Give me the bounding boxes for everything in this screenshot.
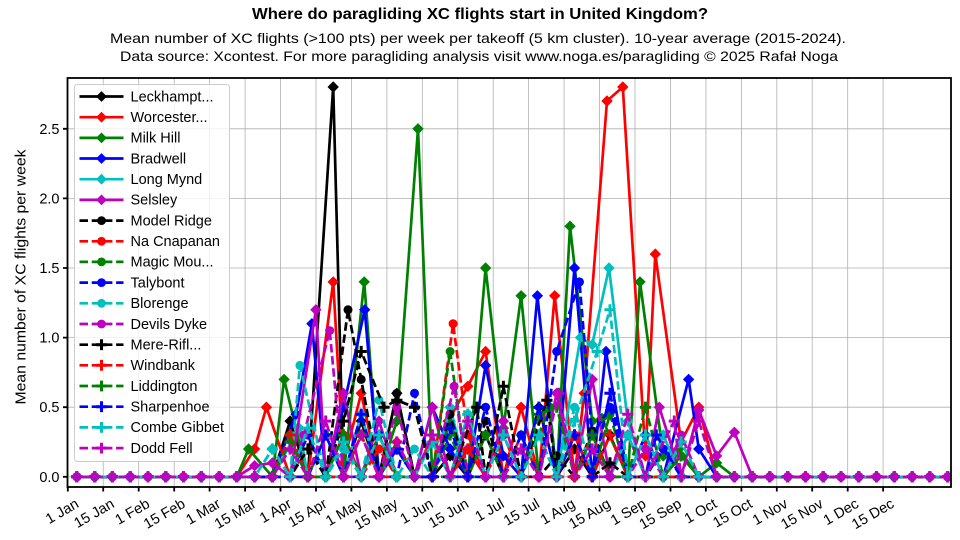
- svg-text:Long Mynd: Long Mynd: [131, 172, 203, 188]
- svg-text:Magic Mou...: Magic Mou...: [131, 255, 214, 271]
- svg-text:Combe Gibbet: Combe Gibbet: [131, 420, 225, 436]
- svg-text:Where do paragliding XC flight: Where do paragliding XC flights start in…: [252, 6, 708, 23]
- svg-text:Talybont: Talybont: [131, 275, 185, 291]
- svg-text:Dodd Fell: Dodd Fell: [131, 441, 193, 457]
- svg-text:0.5: 0.5: [39, 400, 59, 416]
- svg-text:Model Ridge: Model Ridge: [131, 213, 212, 229]
- svg-text:Na Cnapanan: Na Cnapanan: [131, 234, 221, 250]
- svg-text:Worcester...: Worcester...: [131, 110, 208, 126]
- svg-text:Bradwell: Bradwell: [131, 151, 187, 167]
- svg-text:1.5: 1.5: [39, 261, 59, 277]
- svg-text:Milk Hill: Milk Hill: [131, 131, 181, 147]
- svg-text:Leckhampt...: Leckhampt...: [131, 89, 214, 105]
- svg-text:Data source: Xcontest. For mor: Data source: Xcontest. For more paraglid…: [120, 48, 838, 64]
- svg-text:1.0: 1.0: [39, 331, 59, 347]
- svg-text:Devils Dyke: Devils Dyke: [131, 317, 208, 333]
- svg-text:0.0: 0.0: [39, 470, 59, 486]
- svg-text:Mere-Rifl...: Mere-Rifl...: [131, 338, 202, 354]
- svg-text:Windbank: Windbank: [131, 358, 196, 374]
- svg-text:2.5: 2.5: [39, 122, 59, 138]
- svg-text:Mean number of XC flights per: Mean number of XC flights per week: [14, 149, 30, 405]
- svg-text:Selsley: Selsley: [131, 193, 178, 209]
- svg-text:Sharpenhoe: Sharpenhoe: [131, 400, 210, 416]
- svg-text:Liddington: Liddington: [131, 379, 198, 395]
- svg-text:Blorenge: Blorenge: [131, 296, 189, 312]
- svg-text:Mean number of XC flights (>10: Mean number of XC flights (>100 pts) per…: [110, 30, 846, 46]
- svg-text:2.0: 2.0: [39, 191, 59, 207]
